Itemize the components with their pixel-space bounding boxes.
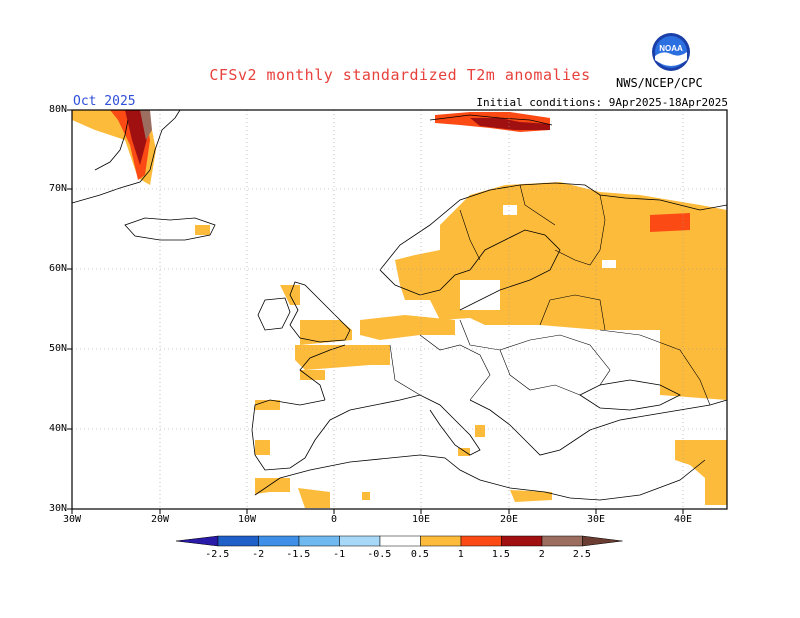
colorbar-segment (339, 535, 381, 547)
anomaly-iceland (195, 225, 210, 235)
border-7 (599, 329, 711, 406)
colorbar-tick-label: 2.5 (572, 549, 591, 560)
border-6 (554, 194, 606, 266)
gap-finland (503, 205, 517, 215)
gap-russia (602, 260, 616, 268)
lat-label-30n: 30N (49, 503, 68, 514)
border-9 (459, 209, 481, 261)
noaa-seal-icon: NOAA (652, 33, 690, 71)
anomaly-nafrica-dot (362, 492, 370, 500)
map-frame (71, 109, 728, 510)
anomaly-benelux (360, 315, 455, 340)
gridlines (72, 110, 727, 509)
colorbar-arrow-low (175, 535, 219, 547)
colorbar-arrow-high (582, 535, 623, 547)
colorbar-segments (175, 535, 623, 547)
borders (389, 184, 711, 406)
border-8 (519, 184, 556, 226)
anomaly-fills (72, 110, 727, 508)
greenland-west (94, 119, 129, 171)
colorbar-segment (420, 535, 462, 547)
lat-label-40n: 40N (49, 423, 68, 434)
lon-label-10e: 10E (412, 514, 431, 525)
colorbar-tick-label: 1.5 (491, 549, 510, 560)
anomaly-w-europe (295, 345, 390, 370)
colorbar-segment (217, 535, 259, 547)
norway-south (379, 269, 471, 296)
anomaly-iberia-n (255, 400, 280, 410)
initial-conditions: Initial conditions: 9Apr2025-18Apr2025 (476, 96, 728, 109)
anomaly-greenland-dark (125, 110, 148, 165)
anomaly-italy (475, 425, 485, 437)
colorbar-tick-label: -2.5 (205, 549, 230, 560)
anomaly-scandinavia-russia (395, 182, 727, 400)
anomaly-sicily (458, 448, 470, 456)
anomaly-nafrica-c (298, 488, 330, 508)
anomaly-ireland (300, 320, 352, 345)
lon-label-30w: 30W (63, 514, 82, 525)
colorbar-tick-label: -0.5 (367, 549, 392, 560)
mediterranean-north (349, 394, 481, 456)
chart-title: CFSv2 monthly standardized T2m anomalies (209, 66, 591, 84)
colorbar-tick-label: -1.5 (286, 549, 311, 560)
month-label: Oct 2025 (73, 94, 136, 109)
lat-label-70n: 70N (49, 183, 68, 194)
lon-label-0: 0 (331, 514, 338, 525)
balkans-coast (469, 399, 728, 456)
lon-label-40e: 40E (674, 514, 693, 525)
colorbar-tick-label: 0.5 (410, 549, 429, 560)
colorbar-tick-label: 2 (538, 549, 545, 560)
anomaly-kola-red (650, 213, 690, 232)
lat-label-60n: 60N (49, 263, 68, 274)
anomaly-brittany (300, 370, 325, 380)
colorbar-segment (541, 535, 583, 547)
border-2 (419, 334, 491, 401)
gap-baltic (460, 280, 500, 310)
border-3 (459, 319, 611, 386)
anomaly-greenland-brown (140, 110, 152, 140)
coastlines (71, 109, 728, 501)
lon-label-20w: 20W (151, 514, 170, 525)
border-5 (539, 294, 606, 331)
baltic-coast (459, 229, 561, 311)
iceland-coast (124, 217, 216, 241)
colorbar-tick-label: 1 (457, 549, 464, 560)
greenland-coast (71, 109, 181, 204)
ireland-coast (257, 297, 291, 331)
svalbard-coast (429, 114, 553, 126)
anomaly-mideast (675, 440, 727, 505)
lon-label-30e: 30E (587, 514, 606, 525)
border-1 (389, 344, 421, 396)
lat-label-80n: 80N (49, 104, 68, 115)
lon-label-20e: 20E (500, 514, 519, 525)
africa-coast (254, 454, 706, 501)
anomaly-iberia-w (255, 440, 270, 455)
black-sea (579, 379, 681, 411)
anomaly-libya (510, 490, 552, 502)
colorbar-tick-label: -1 (333, 549, 346, 560)
uk-coast (289, 281, 351, 343)
anomaly-svalbard-dark (470, 118, 550, 130)
scandinavia-coast (379, 182, 728, 271)
colorbar-segment (460, 535, 502, 547)
agency-label: NWS/NCEP/CPC (616, 76, 703, 90)
anomaly-nafrica-w (255, 478, 290, 494)
colorbar-segment (258, 535, 300, 547)
colorbar-segment (379, 535, 421, 547)
noaa-logo-text: NOAA (659, 44, 683, 53)
lon-label-10w: 10W (238, 514, 257, 525)
axis-ticks (67, 109, 684, 514)
colorbar-segment (298, 535, 340, 547)
iberia-coast (251, 399, 351, 471)
lat-label-50n: 50N (49, 343, 68, 354)
colorbar-segment (501, 535, 543, 547)
colorbar-tick-label: -2 (252, 549, 265, 560)
border-4 (499, 349, 581, 396)
